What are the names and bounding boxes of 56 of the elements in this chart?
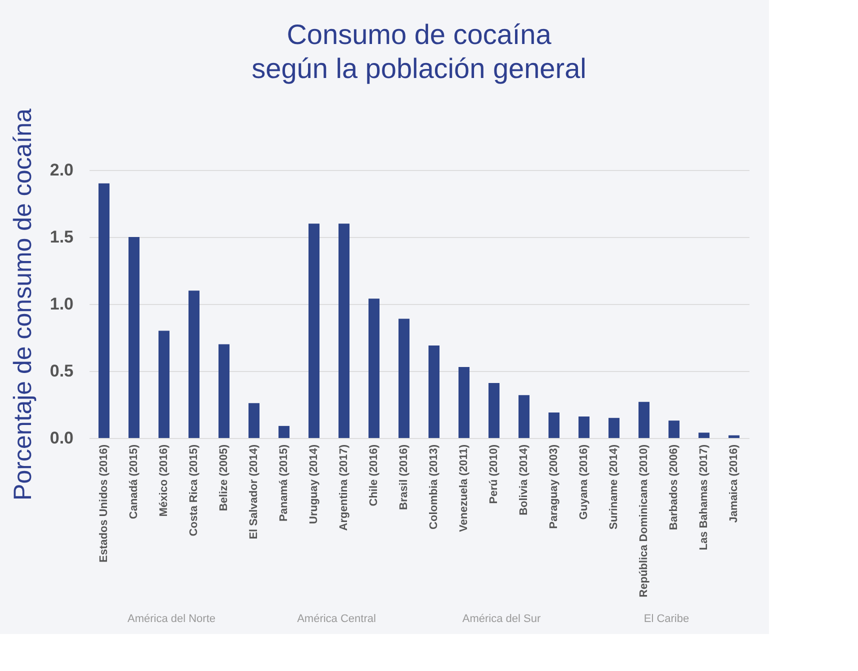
bar: [128, 237, 140, 438]
bar: [188, 290, 200, 438]
y-tick-label: 1.5: [50, 228, 74, 246]
bar: [638, 402, 650, 438]
x-tick-label: El Salvador (2014): [248, 444, 260, 540]
text: América Central: [297, 613, 376, 625]
bar: [518, 395, 530, 438]
bar: [398, 318, 410, 438]
y-tick-label: 1.0: [50, 294, 74, 314]
x-tick-label: Bolivia (2014): [518, 444, 530, 516]
x-tick-label: Brasil (2016): [398, 444, 410, 510]
bar: [458, 366, 470, 438]
x-tick-label: Perú (2010): [488, 444, 500, 504]
bar: [698, 432, 710, 438]
x-tick-label: Venezuela (2011): [458, 444, 470, 532]
bar: [428, 346, 440, 438]
x-tick-label: Barbados (2006): [668, 444, 680, 530]
bar: [578, 416, 590, 438]
x-tick-label: México (2016): [158, 444, 170, 517]
bar: [218, 344, 230, 438]
y-tick-label: 0.0: [50, 428, 74, 448]
text: América del Norte: [127, 613, 216, 625]
x-tick-label: Argentina (2017): [338, 444, 350, 531]
bar: [368, 298, 380, 438]
bar: [548, 412, 560, 438]
text: según la población general: [252, 53, 586, 84]
x-tick-label: Guyana (2016): [578, 444, 590, 520]
bar: [668, 420, 680, 438]
bar: [278, 426, 290, 438]
x-tick-label: Belize (2005): [218, 444, 230, 512]
x-tick-label: Panamá (2015): [278, 444, 290, 522]
bar: [488, 383, 500, 438]
x-tick-label: Costa Rica (2015): [188, 444, 200, 536]
x-tick-label: Suriname (2014): [608, 444, 620, 530]
bar: [308, 224, 320, 438]
text: Consumo de cocaína: [286, 19, 552, 50]
x-tick-label: Jamaica (2016): [728, 444, 740, 523]
y-tick-label: 2.0: [50, 160, 74, 180]
x-tick-label: Uruguay (2014): [308, 444, 320, 524]
text: América del Sur: [462, 613, 541, 625]
x-tick-label: Colombia (2013): [428, 444, 440, 530]
y-axis-title: Porcentaje de consumo de cocaína: [8, 108, 37, 500]
x-tick-label: Las Bahamas (2017): [698, 444, 710, 550]
bar: [338, 224, 350, 438]
bar: [158, 330, 170, 438]
x-tick-label: Chile (2016): [368, 444, 380, 506]
text: El Caribe: [644, 613, 690, 625]
x-tick-label: República Dominicana (2010): [638, 444, 650, 598]
y-tick-label: 0.5: [50, 362, 74, 380]
x-tick-label: Estados Unidos (2016): [98, 444, 110, 562]
x-tick-label: Canadá (2015): [128, 444, 140, 520]
bar: [98, 183, 110, 438]
bar: [248, 403, 260, 438]
x-tick-label: Paraguay (2003): [548, 444, 560, 529]
bar: [728, 435, 740, 438]
bar: [608, 418, 620, 438]
